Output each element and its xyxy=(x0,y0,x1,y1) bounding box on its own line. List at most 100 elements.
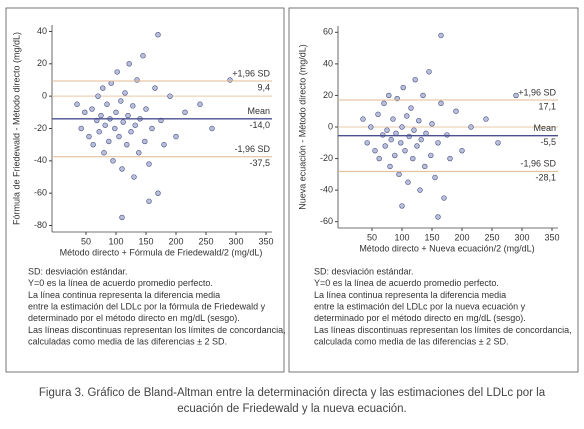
point xyxy=(86,133,92,140)
point xyxy=(399,203,405,209)
point xyxy=(412,76,418,83)
point xyxy=(388,136,394,143)
point xyxy=(387,163,393,170)
y-tick-label: 60 xyxy=(323,27,333,37)
line-label: +1,96 SD xyxy=(518,87,556,97)
y-tick-label: 20 xyxy=(37,58,47,68)
point xyxy=(375,111,381,118)
point xyxy=(438,32,444,39)
point xyxy=(143,106,149,112)
x-tick-label: 300 xyxy=(514,232,529,242)
y-tick-label: -20 xyxy=(320,153,333,163)
point xyxy=(167,93,173,99)
y-tick-label: -60 xyxy=(320,216,333,226)
line-value: 17,1 xyxy=(538,101,556,111)
line-value: 9,4 xyxy=(257,82,270,92)
point xyxy=(410,155,416,162)
point xyxy=(112,125,118,132)
y-tick-label: -60 xyxy=(34,188,47,198)
note: La línea continua representa la diferenc… xyxy=(314,290,506,300)
point xyxy=(444,132,450,138)
point xyxy=(418,136,424,143)
point xyxy=(197,101,203,107)
point xyxy=(364,140,370,146)
point xyxy=(149,125,155,132)
x-tick-label: 50 xyxy=(81,236,91,246)
y-tick-label: -40 xyxy=(320,185,333,195)
point xyxy=(376,155,382,162)
x-axis-label: Método directo + Fórmula de Friedewald/2… xyxy=(60,247,263,257)
point xyxy=(182,109,188,116)
y-tick-label: 20 xyxy=(323,90,333,100)
point xyxy=(152,85,158,91)
point xyxy=(101,150,107,156)
note: Y=0 es la línea de acuerdo promedio perf… xyxy=(314,278,499,288)
point xyxy=(142,138,148,145)
caption: Figura 3. Gráfico de Bland-Altman entre … xyxy=(39,387,546,399)
point xyxy=(209,125,215,132)
x-tick-label: 50 xyxy=(367,232,377,242)
y-tick-label: 0 xyxy=(328,121,333,131)
point xyxy=(513,92,519,99)
note: determinado por el método directo en mg/… xyxy=(28,313,240,323)
x-tick-label: 200 xyxy=(454,232,469,242)
point xyxy=(131,174,137,180)
point xyxy=(420,92,426,99)
point xyxy=(396,171,402,178)
point xyxy=(400,84,406,91)
point xyxy=(122,90,128,96)
note: Y=0 es la línea de acuerdo promedio perf… xyxy=(28,278,213,288)
point xyxy=(96,129,102,135)
point xyxy=(402,147,408,154)
y-tick-label: 0 xyxy=(42,91,47,101)
point xyxy=(78,125,84,132)
x-tick-label: 350 xyxy=(258,236,273,246)
point xyxy=(414,143,420,149)
x-axis-label: Método directo + Nueva ecuación/2 (mg/dL… xyxy=(359,243,534,253)
x-tick-label: 200 xyxy=(168,236,183,246)
point xyxy=(140,53,146,59)
line-label: -1,96 SD xyxy=(520,159,556,169)
point xyxy=(146,198,152,204)
point xyxy=(100,85,106,91)
point xyxy=(408,105,414,111)
note: Las líneas discontinuas representan los … xyxy=(28,325,286,335)
x-tick-label: 300 xyxy=(228,236,243,246)
point xyxy=(468,124,474,130)
line-label: Mean xyxy=(533,123,556,133)
point xyxy=(380,132,386,138)
point xyxy=(125,112,131,119)
point xyxy=(110,158,116,164)
x-tick-label: 250 xyxy=(198,236,213,246)
point xyxy=(95,93,101,99)
point xyxy=(102,122,108,128)
note: calculada como media de las diferencias … xyxy=(314,337,509,347)
line-label: +1,96 SD xyxy=(232,68,270,78)
y-tick-label: -40 xyxy=(34,155,47,165)
y-tick-label: -20 xyxy=(34,123,47,133)
point xyxy=(392,152,398,159)
point xyxy=(116,133,122,140)
point xyxy=(132,122,138,128)
point xyxy=(428,152,434,159)
point xyxy=(120,119,126,125)
y-tick-label: 40 xyxy=(323,58,333,68)
point xyxy=(422,163,428,170)
point xyxy=(118,98,124,104)
point xyxy=(390,116,396,122)
point xyxy=(441,195,447,201)
point xyxy=(435,140,441,146)
x-tick-label: 250 xyxy=(484,232,499,242)
point xyxy=(130,103,136,109)
point xyxy=(416,117,422,124)
line-value: -5,5 xyxy=(540,137,556,147)
caption: ecuación de Friedewald y la nueva ecuaci… xyxy=(177,403,407,415)
point xyxy=(161,141,167,148)
line-value: -14,0 xyxy=(249,120,270,130)
x-tick-label: 150 xyxy=(138,236,153,246)
point xyxy=(98,112,104,119)
point xyxy=(74,101,80,107)
y-axis-label: Nueva ecuación - Método directo (mg/dL) xyxy=(297,44,307,210)
point xyxy=(119,214,125,221)
point xyxy=(483,116,489,122)
